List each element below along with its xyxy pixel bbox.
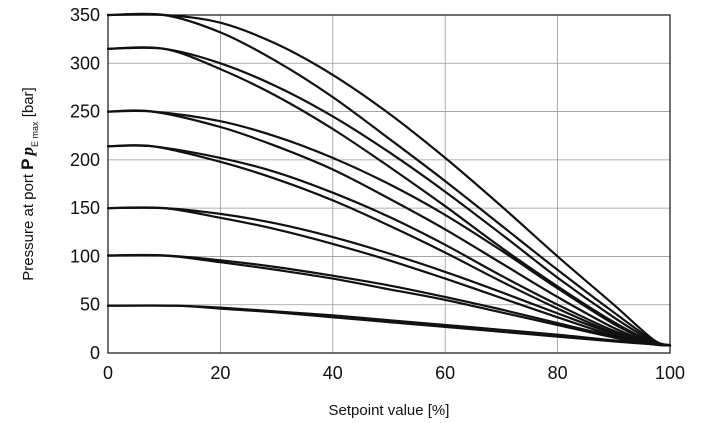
y-tick-label: 300 (70, 53, 100, 73)
y-tick-label: 200 (70, 150, 100, 170)
grid (108, 15, 670, 353)
y-axis-title-symbol: p (18, 147, 37, 158)
y-axis-title-port: P (18, 158, 37, 169)
y-axis-title-prefix: Pressure at port (20, 170, 37, 281)
series-line-2 (106, 12, 672, 347)
x-tick-label: 100 (655, 363, 685, 383)
series-line-7 (106, 144, 672, 347)
series-line-3 (106, 46, 672, 347)
y-axis-ticks: 0 50 100 150 200 250 300 350 (70, 5, 100, 363)
x-axis-title: Setpoint value [%] (329, 402, 450, 419)
series-line-6 (106, 109, 672, 347)
series-line-5 (106, 109, 672, 347)
y-tick-label: 350 (70, 5, 100, 25)
x-tick-label: 20 (210, 363, 230, 383)
y-axis-title-unit: [bar] (20, 87, 37, 121)
y-tick-label: 50 (80, 295, 100, 315)
plot-frame (107, 14, 671, 354)
y-tick-label: 250 (70, 102, 100, 122)
series-line-8 (106, 144, 672, 347)
x-tick-label: 80 (548, 363, 568, 383)
series-line-12 (106, 253, 672, 347)
series-line-4 (106, 46, 672, 347)
x-tick-label: 0 (103, 363, 113, 383)
series-line-9 (106, 206, 672, 347)
series-line-14 (106, 304, 672, 347)
y-tick-label: 150 (70, 198, 100, 218)
y-axis-title: Pressure at port PpE max [bar] (18, 87, 40, 280)
x-tick-label: 40 (323, 363, 343, 383)
x-tick-label: 60 (435, 363, 455, 383)
y-tick-label: 0 (90, 343, 100, 363)
y-tick-label: 100 (70, 246, 100, 266)
series-line-1 (106, 13, 672, 347)
series-group (106, 12, 672, 347)
y-axis-title-subscript: E max (30, 121, 40, 147)
x-axis-ticks: 0 20 40 60 80 100 (103, 363, 685, 383)
